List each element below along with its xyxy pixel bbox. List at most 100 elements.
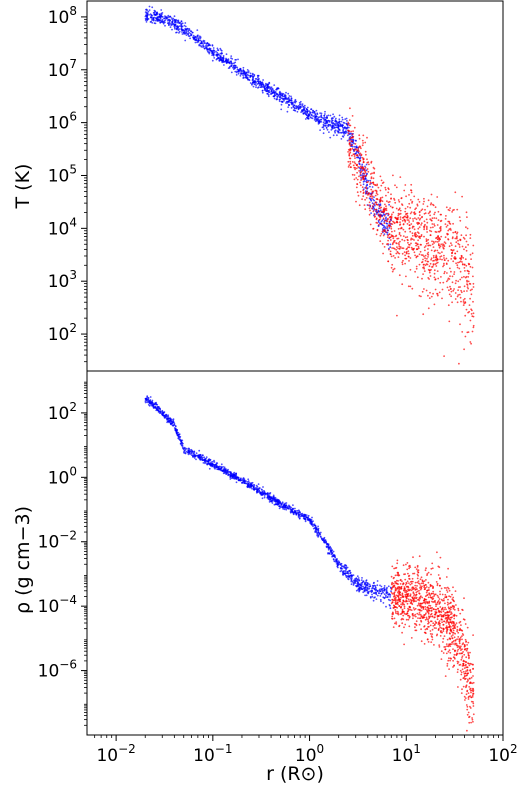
data-point xyxy=(346,566,349,569)
data-point xyxy=(365,169,368,172)
data-point xyxy=(270,93,272,95)
data-point xyxy=(365,153,367,156)
data-point xyxy=(349,157,352,160)
data-point xyxy=(468,686,471,688)
data-point xyxy=(368,163,370,166)
data-point xyxy=(271,502,274,504)
data-point xyxy=(437,235,439,237)
data-point xyxy=(469,681,472,684)
data-point xyxy=(168,421,170,424)
data-point xyxy=(294,507,296,510)
data-point xyxy=(441,258,443,261)
data-point xyxy=(376,193,379,196)
data-point xyxy=(301,515,304,517)
data-point xyxy=(242,74,245,77)
data-point xyxy=(418,589,420,592)
data-point xyxy=(267,498,270,501)
data-point xyxy=(251,79,254,81)
data-point xyxy=(425,579,427,581)
data-point xyxy=(451,281,454,284)
data-point xyxy=(359,165,362,168)
data-point xyxy=(246,69,249,71)
data-point xyxy=(418,592,421,595)
data-point xyxy=(454,230,457,233)
data-point xyxy=(357,581,359,583)
data-point xyxy=(445,206,448,209)
data-point xyxy=(350,579,353,582)
data-point xyxy=(385,216,387,219)
data-point xyxy=(376,594,379,597)
data-point xyxy=(413,600,416,602)
data-point xyxy=(455,622,458,624)
data-point xyxy=(465,693,468,696)
data-point xyxy=(280,108,283,111)
data-point xyxy=(257,483,260,485)
data-point xyxy=(443,262,445,265)
data-point xyxy=(387,260,389,263)
data-point xyxy=(294,511,297,514)
data-point xyxy=(384,229,386,232)
data-point xyxy=(381,589,383,592)
data-point xyxy=(401,283,404,286)
data-point xyxy=(178,25,181,27)
data-point xyxy=(452,231,455,234)
data-point xyxy=(440,627,443,630)
data-point xyxy=(157,411,160,413)
data-point xyxy=(329,114,332,117)
data-point xyxy=(176,432,179,434)
data-point xyxy=(307,514,310,517)
data-point xyxy=(202,43,205,45)
data-point xyxy=(295,107,298,110)
data-point xyxy=(402,564,405,567)
data-point xyxy=(372,599,375,602)
data-point xyxy=(461,629,464,632)
data-point xyxy=(460,671,463,674)
data-point xyxy=(411,225,414,228)
data-point xyxy=(414,615,417,618)
data-point xyxy=(213,466,216,469)
data-point xyxy=(427,244,430,247)
data-point xyxy=(398,243,400,246)
data-point xyxy=(335,117,337,120)
data-point xyxy=(206,42,209,44)
data-point xyxy=(322,123,325,126)
data-point xyxy=(434,620,437,623)
data-point xyxy=(350,576,353,579)
data-point xyxy=(409,583,412,586)
data-point xyxy=(349,144,352,147)
data-point xyxy=(148,5,151,8)
data-point xyxy=(436,584,439,587)
data-point xyxy=(391,592,394,595)
data-point xyxy=(294,109,297,112)
data-point xyxy=(364,587,367,590)
data-point xyxy=(472,326,475,329)
data-point xyxy=(430,219,433,222)
data-point xyxy=(247,71,250,74)
data-point xyxy=(469,707,472,709)
data-point xyxy=(434,249,437,252)
data-point xyxy=(412,617,414,620)
data-point xyxy=(347,132,350,135)
data-point xyxy=(276,98,278,100)
data-point xyxy=(430,612,433,615)
data-point xyxy=(439,626,442,629)
data-point xyxy=(465,226,467,229)
data-point xyxy=(396,586,399,589)
data-point xyxy=(467,276,470,278)
data-point xyxy=(452,222,454,225)
data-point xyxy=(222,55,225,57)
data-point xyxy=(438,603,441,605)
data-point xyxy=(297,107,300,110)
data-point xyxy=(447,567,449,570)
data-point xyxy=(385,222,388,225)
data-point xyxy=(403,603,406,606)
data-point xyxy=(252,488,255,491)
data-point xyxy=(170,17,173,19)
data-point xyxy=(334,131,336,134)
data-point xyxy=(437,244,440,246)
data-point xyxy=(439,577,441,579)
data-point xyxy=(390,218,392,221)
data-point xyxy=(378,210,381,213)
data-point xyxy=(348,154,351,157)
data-point xyxy=(218,57,221,60)
